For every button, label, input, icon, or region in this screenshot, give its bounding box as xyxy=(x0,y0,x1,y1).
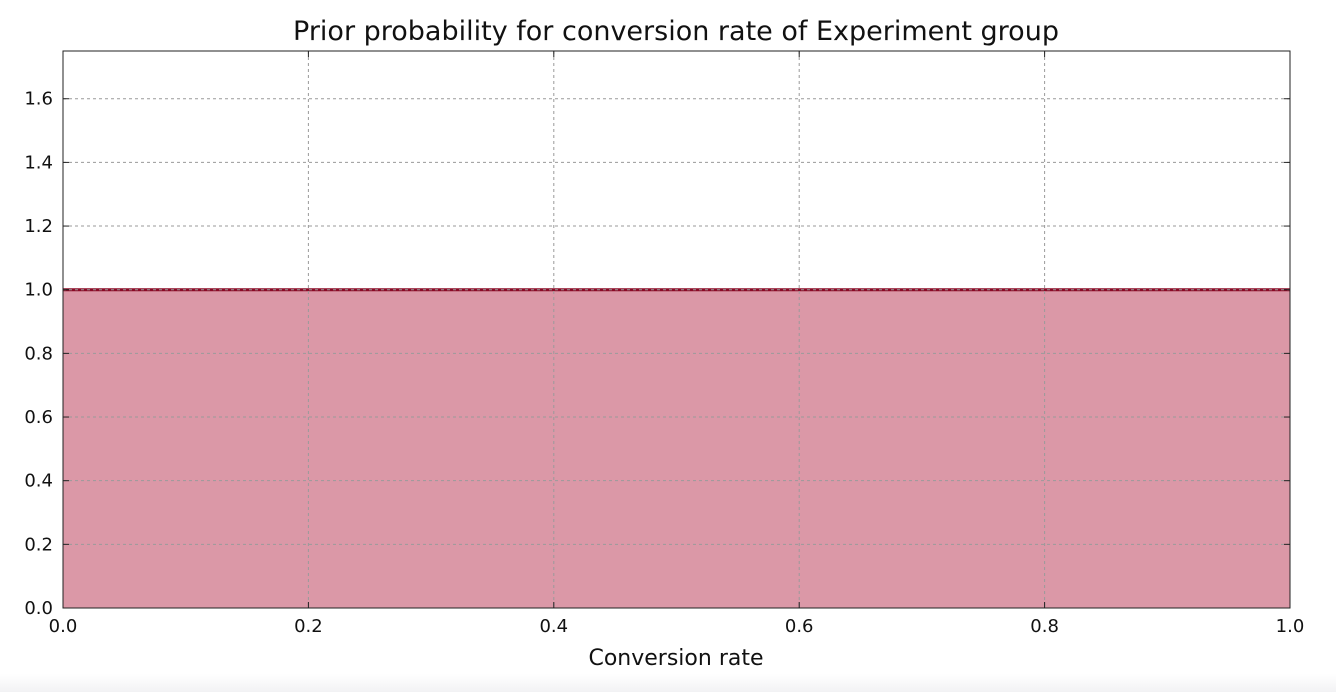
y-tick-label: 1.2 xyxy=(24,216,53,237)
plot-area: 0.0 0.2 0.4 0.6 0.8 1.0 0.0 0.2 0.4 0.6 0.8 1.0 1.2 1… xyxy=(24,50,1305,637)
plot-frame xyxy=(62,50,1291,609)
x-axis-label: Conversion rate xyxy=(588,646,763,671)
y-tick-label: 0.8 xyxy=(24,343,53,364)
x-tick-label: 0.4 xyxy=(539,616,568,637)
y-tick-label: 0.2 xyxy=(24,534,53,555)
y-tick-label: 0.0 xyxy=(24,598,53,619)
bottom-fade xyxy=(0,674,1336,692)
x-tick-label: 0.0 xyxy=(49,616,78,637)
y-tick-label: 0.6 xyxy=(24,407,53,428)
y-tick-label: 1.4 xyxy=(24,152,53,173)
series-area-fill xyxy=(63,289,1290,608)
x-tick-label: 0.8 xyxy=(1030,616,1059,637)
y-tick-label: 1.6 xyxy=(24,89,53,110)
chart-title: Prior probability for conversion rate of… xyxy=(293,16,1059,47)
x-tick-label: 0.2 xyxy=(294,616,323,637)
y-tick-label: 0.4 xyxy=(24,471,53,492)
x-tick-label: 0.6 xyxy=(785,616,814,637)
y-tick-label: 1.0 xyxy=(24,280,53,301)
x-tick-label: 1.0 xyxy=(1276,616,1305,637)
